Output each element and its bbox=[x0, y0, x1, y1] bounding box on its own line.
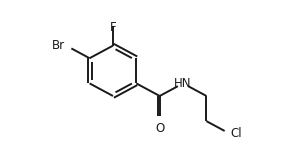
Text: F: F bbox=[109, 21, 116, 34]
Text: O: O bbox=[155, 122, 164, 135]
Text: Br: Br bbox=[52, 39, 65, 52]
Text: HN: HN bbox=[174, 77, 192, 90]
Text: Cl: Cl bbox=[231, 127, 242, 140]
